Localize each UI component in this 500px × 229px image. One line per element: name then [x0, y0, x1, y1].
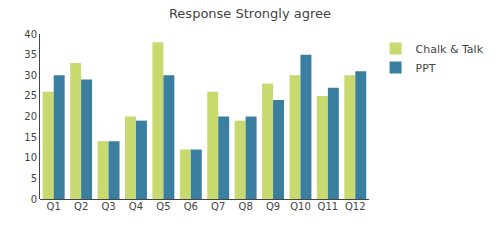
svg-text:Q1: Q1	[47, 201, 61, 212]
svg-text:Q5: Q5	[156, 201, 170, 212]
svg-text:10: 10	[24, 152, 37, 163]
svg-text:PPT: PPT	[416, 62, 436, 75]
svg-text:Q6: Q6	[184, 201, 198, 212]
svg-text:Q8: Q8	[239, 201, 253, 212]
svg-text:5: 5	[31, 173, 37, 184]
svg-text:Q4: Q4	[129, 201, 143, 212]
svg-text:Chalk & Talk: Chalk & Talk	[416, 43, 484, 56]
svg-text:25: 25	[24, 90, 37, 101]
svg-text:Response Strongly agree: Response Strongly agree	[169, 6, 331, 21]
svg-text:30: 30	[24, 70, 37, 81]
svg-text:Q3: Q3	[101, 201, 115, 212]
svg-text:20: 20	[24, 111, 37, 122]
svg-text:35: 35	[24, 49, 37, 60]
svg-text:0: 0	[31, 194, 37, 205]
svg-text:40: 40	[24, 29, 37, 40]
svg-text:Q2: Q2	[74, 201, 88, 212]
svg-text:Q11: Q11	[318, 201, 339, 212]
svg-text:Q9: Q9	[266, 201, 280, 212]
svg-text:Q12: Q12	[345, 201, 366, 212]
svg-text:Q7: Q7	[211, 201, 225, 212]
svg-text:Q10: Q10	[290, 201, 311, 212]
svg-text:15: 15	[24, 132, 37, 143]
